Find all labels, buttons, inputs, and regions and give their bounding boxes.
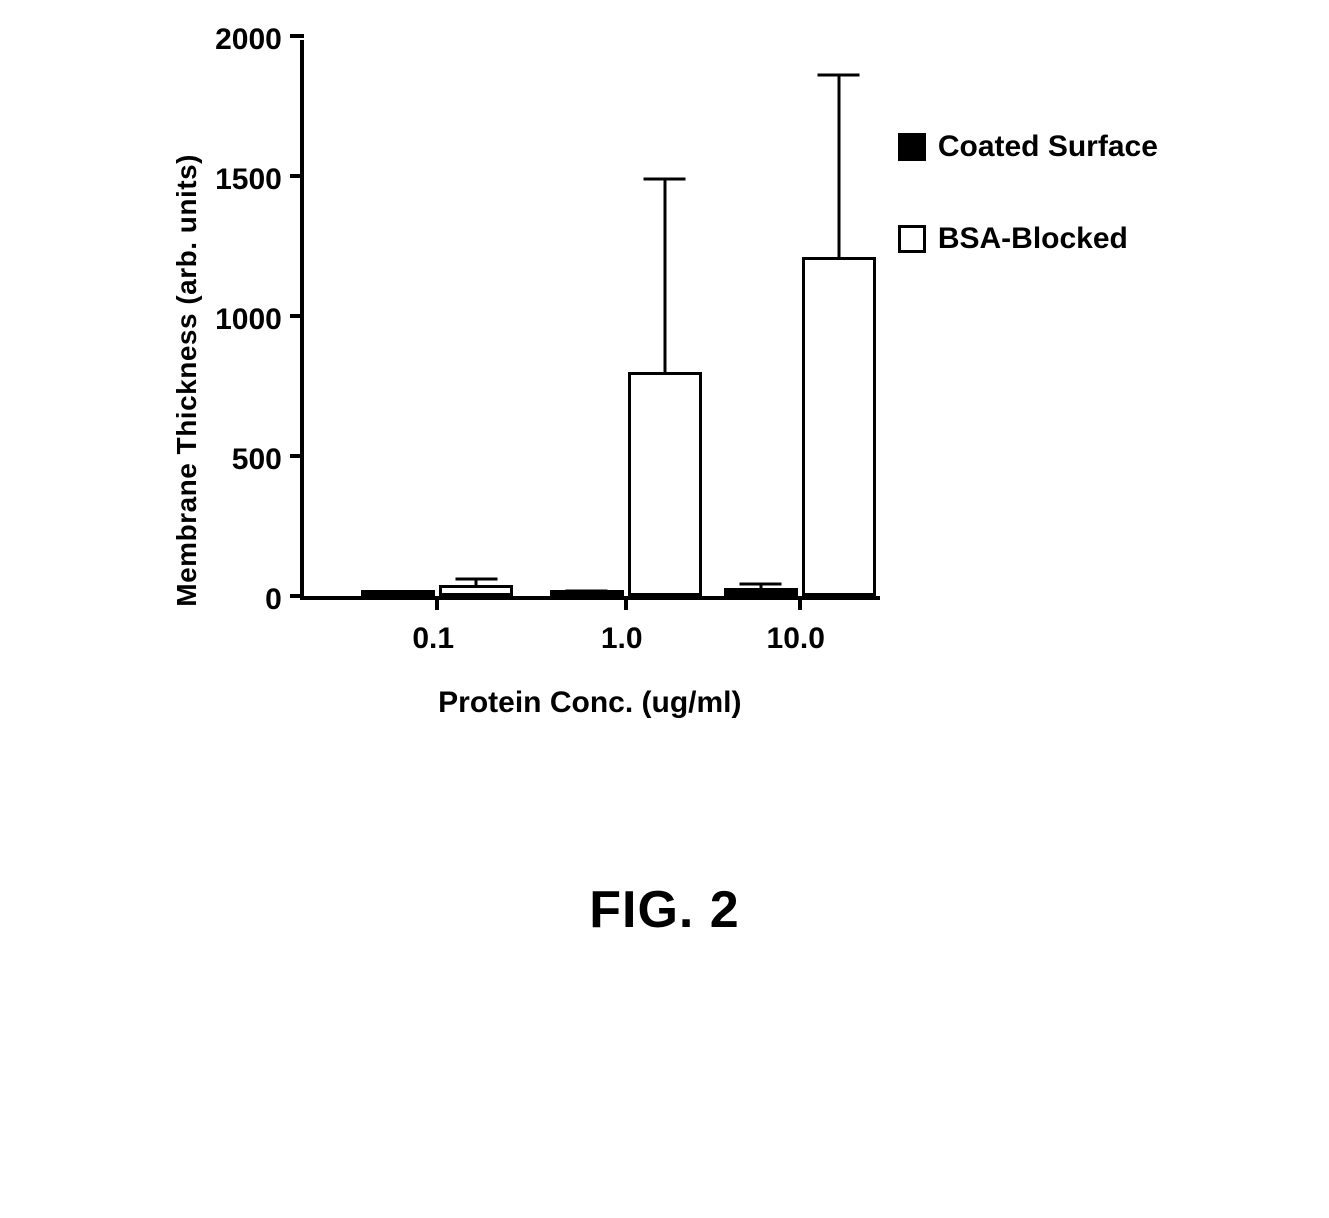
- legend-swatch: [898, 133, 926, 161]
- bar: [628, 372, 702, 596]
- x-tick-label: 1.0: [601, 622, 643, 656]
- x-tick-label: 10.0: [767, 622, 825, 656]
- x-tick-mark: [624, 596, 628, 610]
- x-tick-mark: [435, 596, 439, 610]
- bar: [724, 588, 798, 596]
- error-bar: [837, 75, 840, 260]
- x-tick-mark: [798, 596, 802, 610]
- legend-label: BSA-Blocked: [938, 222, 1128, 256]
- error-bar-cap: [644, 178, 686, 181]
- error-bar: [585, 591, 588, 593]
- error-bar-cap: [377, 590, 419, 593]
- error-bar: [759, 584, 762, 591]
- bar: [802, 257, 876, 596]
- chart-row: Membrane Thickness (arb. units) 20001500…: [40, 40, 1289, 720]
- figure: Membrane Thickness (arb. units) 20001500…: [40, 40, 1289, 940]
- plot-column: 0.1 1.0 10.0 Protein Conc. (ug/ml): [300, 40, 880, 720]
- x-axis-title: Protein Conc. (ug/ml): [300, 686, 880, 720]
- y-tick-mark: [290, 174, 304, 178]
- error-bar: [475, 579, 478, 587]
- plot-area: [300, 40, 880, 600]
- error-bar-cap: [818, 74, 860, 77]
- error-bar: [663, 179, 666, 375]
- bar: [550, 590, 624, 596]
- legend-item: Coated Surface: [898, 130, 1158, 164]
- legend-item: BSA-Blocked: [898, 222, 1158, 256]
- error-bar: [397, 592, 400, 593]
- legend: Coated Surface BSA-Blocked: [898, 130, 1158, 256]
- figure-caption: FIG. 2: [40, 880, 1289, 940]
- error-bar-cap: [740, 582, 782, 585]
- x-axis-ticks: 0.1 1.0 10.0: [300, 622, 880, 658]
- y-axis-ticks: 2000150010005000: [215, 40, 282, 600]
- legend-label: Coated Surface: [938, 130, 1158, 164]
- legend-swatch: [898, 225, 926, 253]
- error-bar-cap: [566, 589, 608, 592]
- bar: [439, 585, 513, 596]
- y-tick-mark: [290, 454, 304, 458]
- y-axis-title: Membrane Thickness (arb. units): [171, 154, 203, 607]
- error-bar-cap: [455, 578, 497, 581]
- bar: [361, 590, 435, 596]
- y-tick-mark: [290, 594, 304, 598]
- y-tick-mark: [290, 34, 304, 38]
- y-tick-mark: [290, 314, 304, 318]
- x-tick-label: 0.1: [412, 622, 454, 656]
